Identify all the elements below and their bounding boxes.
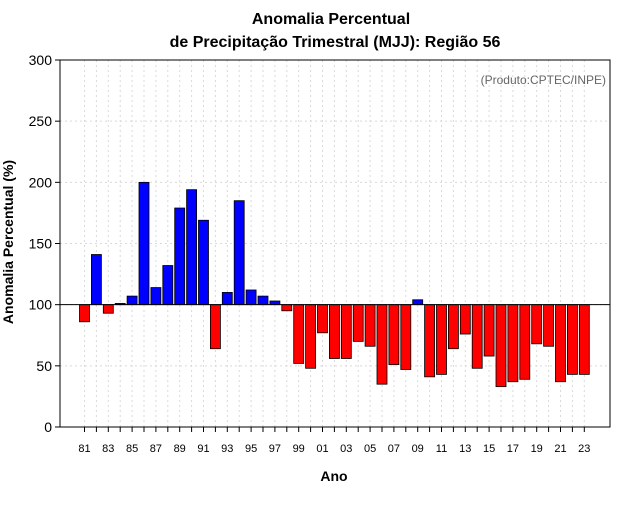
- bar-81: [79, 304, 90, 323]
- bar-07: [388, 304, 400, 366]
- x-tick-label: 23: [578, 443, 590, 455]
- bar-95: [245, 289, 257, 306]
- x-tick-label: 87: [150, 443, 162, 455]
- x-tick-label: 83: [102, 443, 114, 455]
- x-tick-label: 91: [197, 443, 209, 455]
- x-tick-label: 81: [78, 443, 90, 455]
- x-tick-label: 19: [531, 443, 543, 455]
- bar-09: [412, 299, 424, 306]
- bar-13: [459, 304, 471, 335]
- bar-89: [174, 207, 186, 306]
- bar-96: [257, 295, 269, 306]
- bar-16: [495, 304, 507, 388]
- bar-18: [519, 304, 531, 380]
- bar-11: [436, 304, 447, 375]
- y-tick-label: 250: [29, 113, 53, 129]
- bar-06: [376, 304, 388, 385]
- bar-94: [233, 200, 245, 306]
- bar-93: [221, 292, 233, 306]
- bar-98: [281, 304, 293, 312]
- bar-08: [400, 304, 412, 370]
- x-tick-label: 99: [293, 443, 305, 455]
- x-tick-label: 89: [174, 443, 186, 455]
- bar-04: [352, 304, 364, 342]
- y-tick-label: 200: [29, 174, 53, 190]
- x-tick-label: 09: [412, 443, 424, 455]
- y-tick-label: 300: [29, 52, 53, 68]
- bar-21: [555, 304, 566, 383]
- x-tick-label: 11: [436, 443, 447, 455]
- x-tick-label: 07: [388, 443, 400, 455]
- bar-83: [102, 304, 114, 314]
- bar-01: [317, 304, 328, 334]
- chart-title-line2: de Precipitação Trimestral (MJJ): Região…: [170, 34, 501, 51]
- bar-99: [293, 304, 305, 364]
- x-tick-label: 15: [483, 443, 495, 455]
- x-tick-label: 21: [554, 443, 566, 455]
- bar-88: [162, 265, 174, 306]
- y-axis-label: Anomalia Percentual (%): [0, 160, 16, 324]
- bar-22: [567, 304, 578, 375]
- bar-92: [209, 304, 221, 350]
- y-tick-label: 0: [44, 419, 52, 435]
- bar-87: [150, 287, 162, 306]
- bars: [79, 181, 590, 388]
- y-tick-label: 50: [36, 358, 52, 374]
- bar-00: [305, 304, 317, 369]
- x-tick-label: 17: [507, 443, 519, 455]
- bar-15: [483, 304, 495, 357]
- bar-97: [269, 300, 281, 306]
- y-tick-label: 150: [29, 236, 53, 252]
- bar-20: [543, 304, 554, 347]
- x-tick-label: 05: [364, 443, 376, 455]
- bar-02: [328, 304, 340, 359]
- x-tick-label: 03: [340, 443, 352, 455]
- bar-23: [578, 304, 590, 375]
- x-tick-label: 13: [459, 443, 471, 455]
- bar-19: [531, 304, 543, 345]
- x-tick-label: 95: [245, 443, 257, 455]
- bar-12: [447, 304, 459, 350]
- bar-91: [198, 219, 209, 306]
- x-tick-label: 01: [316, 443, 328, 455]
- bar-14: [471, 304, 483, 369]
- x-tick-label: 97: [269, 443, 281, 455]
- bar-82: [91, 254, 102, 306]
- bar-05: [364, 304, 376, 347]
- chart-title-line1: Anomalia Percentual: [252, 11, 410, 28]
- x-tick-label: 93: [221, 443, 233, 455]
- bar-85: [126, 295, 138, 306]
- y-tick-label: 100: [29, 297, 53, 313]
- bar-86: [138, 181, 150, 306]
- bar-17: [507, 304, 519, 383]
- bar-03: [340, 304, 352, 359]
- bar-10: [424, 304, 436, 378]
- x-tick-label: 85: [126, 443, 138, 455]
- bar-90: [186, 189, 198, 306]
- product-credit: (Produto:CPTEC/INPE): [481, 73, 606, 87]
- x-axis-label: Ano: [320, 468, 347, 484]
